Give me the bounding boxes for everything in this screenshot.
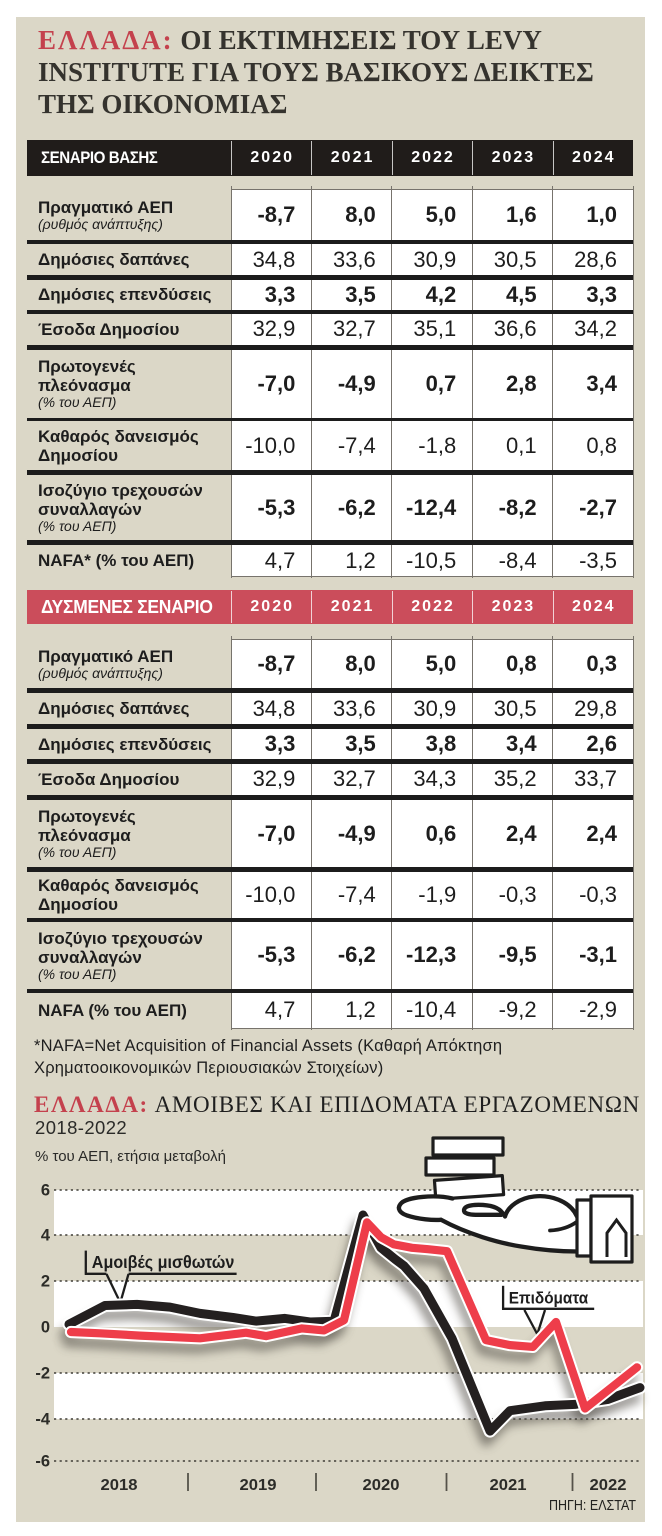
svg-text:2019: 2019 xyxy=(240,1477,277,1494)
svg-text:2021: 2021 xyxy=(490,1477,527,1494)
svg-text:Αμοιβές μισθωτών: Αμοιβές μισθωτών xyxy=(92,1252,235,1272)
svg-text:2022: 2022 xyxy=(590,1477,627,1494)
svg-text:-6: -6 xyxy=(35,1453,50,1471)
svg-text:-4: -4 xyxy=(35,1411,50,1429)
svg-text:0: 0 xyxy=(41,1319,50,1337)
svg-text:2: 2 xyxy=(41,1273,50,1291)
svg-text:ΠΗΓΗ: ΕΛΣΤΑΤ: ΠΗΓΗ: ΕΛΣΤΑΤ xyxy=(549,1498,636,1514)
svg-text:-2: -2 xyxy=(35,1365,50,1383)
svg-text:Επιδόματα: Επιδόματα xyxy=(509,1289,589,1308)
svg-text:4: 4 xyxy=(41,1227,51,1245)
svg-text:6: 6 xyxy=(41,1182,50,1200)
svg-text:2018: 2018 xyxy=(101,1477,138,1494)
svg-text:2020: 2020 xyxy=(363,1477,400,1494)
